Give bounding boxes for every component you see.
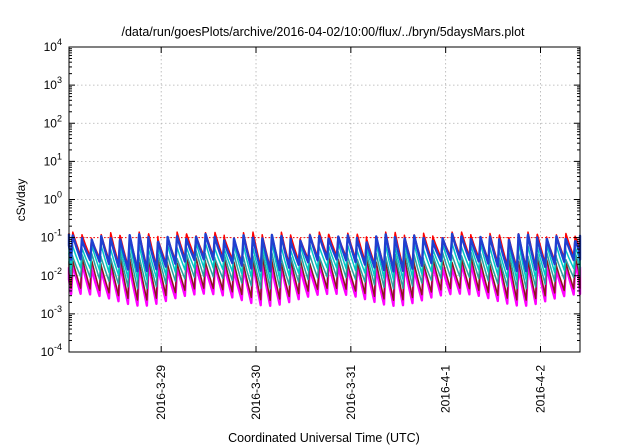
y-tick-label: 10-2 xyxy=(41,266,62,283)
chart-title: /data/run/goesPlots/archive/2016-04-02/1… xyxy=(121,25,525,39)
x-tick-label: 2016-3-30 xyxy=(249,365,263,420)
y-tick-label: 102 xyxy=(44,113,62,130)
grid-lines xyxy=(69,47,580,352)
x-tick-label: 2016-4-2 xyxy=(533,365,547,413)
x-axis-ticks: 2016-3-29 2016-3-30 2016-3-31 2016-4-1 2016-… xyxy=(154,47,547,420)
x-tick-label: 2016-4-1 xyxy=(439,365,453,413)
y-tick-label: 103 xyxy=(44,75,62,92)
y-tick-label: 100 xyxy=(44,190,62,207)
x-tick-label: 2016-3-31 xyxy=(344,365,358,420)
series-group xyxy=(67,231,582,307)
x-axis-label: Coordinated Universal Time (UTC) xyxy=(228,431,420,445)
y-axis-ticks: 10-4 10-3 10-2 10-1 100 101 102 103 104 xyxy=(41,37,580,359)
y-tick-label: 10-1 xyxy=(41,228,62,245)
y-tick-label: 104 xyxy=(44,37,62,54)
y-axis-label: cSv/day xyxy=(14,179,28,222)
y-tick-label: 101 xyxy=(44,151,62,168)
x-tick-label: 2016-3-29 xyxy=(154,365,168,420)
y-tick-label: 10-4 xyxy=(41,342,62,359)
series-line xyxy=(67,232,582,273)
y-tick-label: 10-3 xyxy=(41,304,62,321)
